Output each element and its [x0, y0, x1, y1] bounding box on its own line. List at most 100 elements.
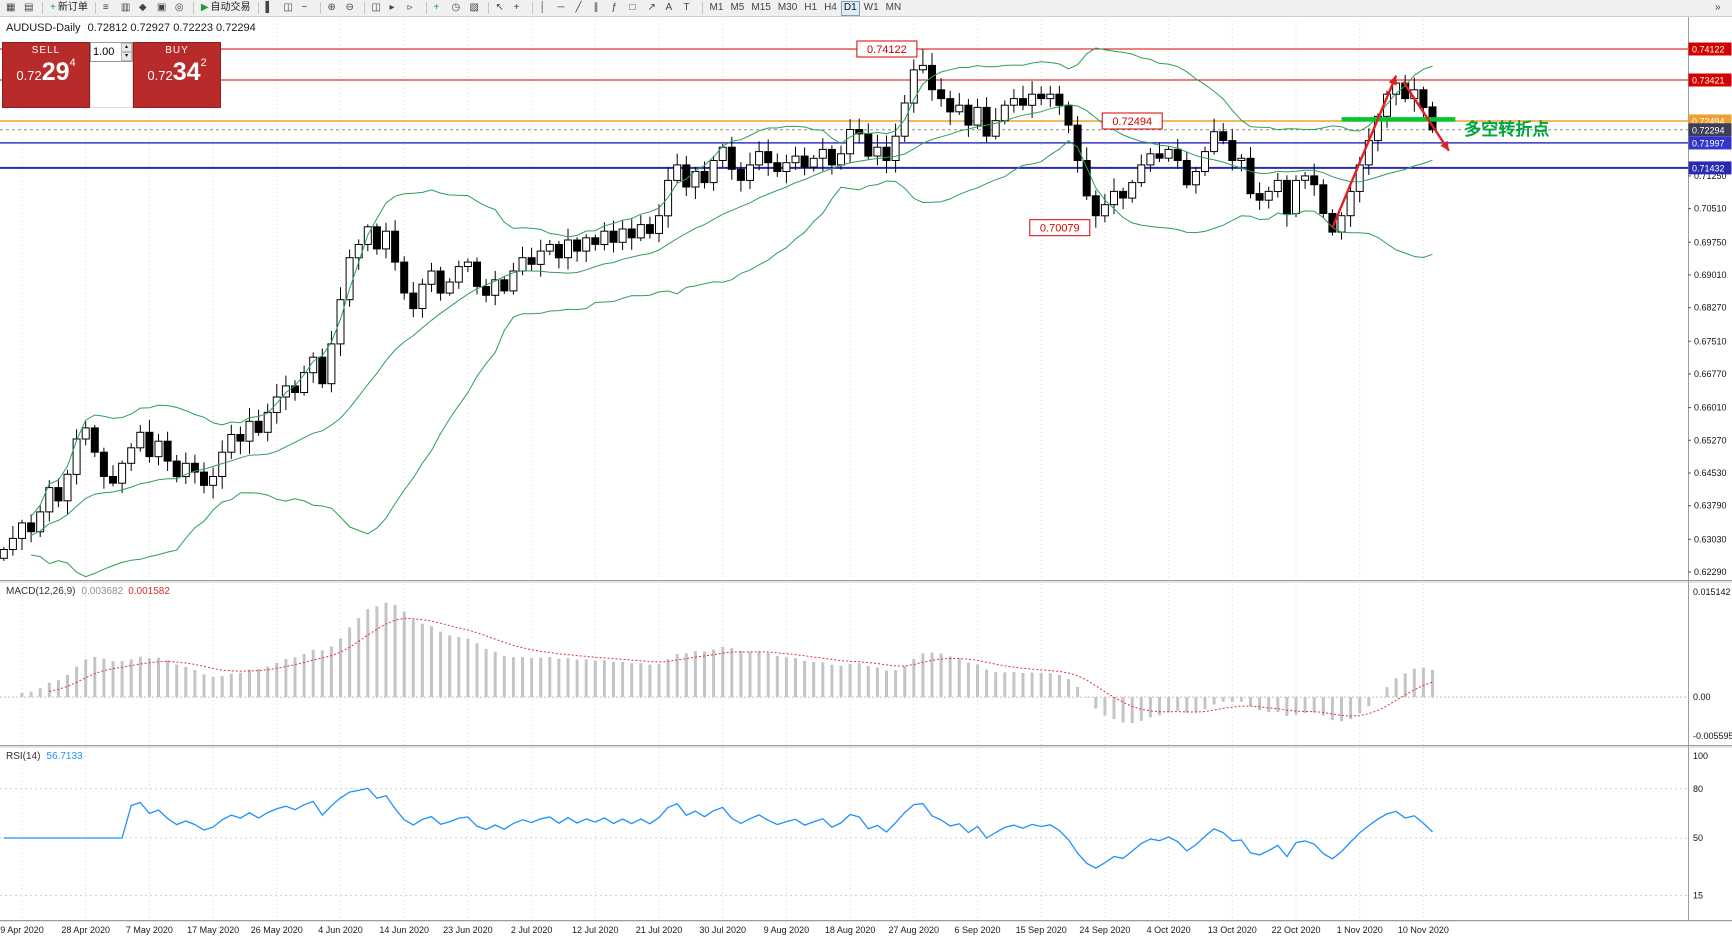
buy-button[interactable]: BUY 0.72342	[133, 42, 221, 108]
timeframe-h4-button[interactable]: H4	[821, 1, 840, 16]
sell-price: 0.72294	[16, 57, 76, 86]
macd-scale-label: 0.015142	[1693, 587, 1731, 597]
toolbar-zoom-in-button[interactable]: ⊕	[325, 1, 342, 16]
toolbar-tile-windows-button[interactable]: ◫	[369, 1, 386, 16]
toolbar-period-selector-button[interactable]: ◷	[449, 1, 466, 16]
auto-scroll-icon: ▸	[389, 2, 395, 13]
toolbar-vertical-line-button[interactable]: │	[537, 1, 554, 16]
chart-title: AUDUSD-Daily 0.72812 0.72927 0.72223 0.72…	[6, 22, 256, 34]
price-label[interactable]: 0.70079	[1029, 219, 1091, 237]
macd-scale-label: 0.00	[1693, 692, 1711, 702]
price-label[interactable]: 0.74122	[856, 40, 918, 58]
price-label[interactable]: 0.72494	[1101, 112, 1163, 130]
toolbar-fibonacci-button[interactable]: ƒ	[609, 1, 626, 16]
toolbar-navigator-button[interactable]: ◆	[136, 1, 153, 16]
price-tick-label: 0.63030	[1694, 534, 1727, 544]
toolbar-cursor-button[interactable]: ↖	[493, 1, 510, 16]
toolbar-candlestick-mode-button[interactable]: ◫	[281, 1, 298, 16]
toolbar-auto-scroll-button[interactable]: ▸	[387, 1, 404, 16]
timeframe-w1-button[interactable]: W1	[861, 1, 882, 16]
toolbar-terminal-button[interactable]: ▣	[154, 1, 171, 16]
toolbar-chart-shift-button[interactable]: ▹	[405, 1, 422, 16]
toolbar-new-chart-button[interactable]: ▦	[3, 1, 20, 16]
toolbar-separator	[257, 2, 259, 14]
timeframe-mn-button[interactable]: MN	[883, 1, 905, 16]
macd-panel	[0, 602, 1688, 723]
cursor-icon: ↖	[495, 2, 504, 13]
date-label: 9 Aug 2020	[764, 925, 810, 935]
zoom-out-icon: ⊖	[345, 2, 354, 13]
toolbar-separator	[319, 2, 321, 14]
zoom-in-icon: ⊕	[327, 2, 336, 13]
timeframe-m30-button[interactable]: M30	[775, 1, 800, 16]
horizontal-level-lines[interactable]	[0, 48, 1688, 169]
timeframe-d1-button[interactable]: D1	[840, 0, 860, 16]
toolbar-templates-button[interactable]: ▧	[467, 1, 484, 16]
toolbar-crosshair-button[interactable]: +	[511, 1, 528, 16]
toolbar-equidistant-channel-button[interactable]: ∥	[591, 1, 608, 16]
toolbar-line-chart-mode-button[interactable]: ~	[299, 1, 316, 16]
chart-annotations[interactable]: 多空转折点 0.74122 0.72494 0.70079	[856, 40, 1549, 237]
candlestick-mode-icon: ◫	[283, 2, 293, 13]
data-window-icon: ▥	[120, 2, 131, 13]
shapes-icon: □	[629, 2, 636, 13]
price-scale[interactable]: 0.71250 0.70510 0.69750 0.69010 0.68270 0.675…	[1688, 42, 1732, 901]
toolbar-text-button[interactable]: A	[663, 1, 680, 16]
volume-increase-button[interactable]: ▴	[121, 43, 132, 52]
volume-input[interactable]	[91, 43, 121, 61]
toolbar-trendline-button[interactable]: ╱	[573, 1, 590, 16]
date-label: 7 May 2020	[126, 925, 173, 935]
bar-chart-mode-icon: ▌	[265, 2, 273, 13]
chart-ohlc-values: 0.72812 0.72927 0.72223 0.72294	[87, 22, 256, 34]
toolbar-autotrading-button[interactable]: ▶ 自动交易	[198, 1, 254, 16]
date-label: 28 Apr 2020	[61, 925, 110, 935]
timeframe-m1-button[interactable]: M1	[707, 1, 727, 16]
toolbar-text-label-button[interactable]: T	[681, 1, 698, 16]
toolbar-separator	[94, 2, 96, 14]
up-trend-arrow[interactable]	[1331, 75, 1398, 229]
date-label: 6 Sep 2020	[954, 925, 1000, 935]
date-label: 12 Jul 2020	[572, 925, 619, 935]
date-label: 14 Jun 2020	[379, 925, 429, 935]
toolbar-bar-chart-mode-button[interactable]: ▌	[263, 1, 280, 16]
vertical-line-icon: │	[539, 2, 546, 13]
toolbar-arrows-button[interactable]: ↗	[645, 1, 662, 16]
timeframe-h1-button[interactable]: H1	[801, 1, 820, 16]
toolbar-separator	[701, 2, 703, 14]
timeframe-m15-button[interactable]: M15	[748, 1, 773, 16]
toolbar-indicators-button[interactable]: +	[431, 1, 448, 16]
trendline-icon: ╱	[575, 2, 582, 13]
toolbar-overflow-button[interactable]: »	[1712, 1, 1729, 16]
toolbar-strategy-tester-button[interactable]: ◎	[172, 1, 189, 16]
rsi-value: 56.7133	[46, 751, 83, 762]
timeframe-m5-button[interactable]: M5	[727, 1, 747, 16]
date-label: 13 Oct 2020	[1208, 925, 1257, 935]
turning-point-text[interactable]: 多空转折点	[1464, 119, 1549, 139]
price-tick-label: 0.67510	[1694, 336, 1727, 346]
toolbar-horizontal-line-button[interactable]: ─	[555, 1, 572, 16]
down-trend-arrow[interactable]	[1402, 81, 1450, 152]
toolbar-market-watch-button[interactable]: ≡	[100, 1, 117, 16]
date-label: 2 Jul 2020	[511, 925, 553, 935]
price-badge-text: 0.72494	[1692, 116, 1725, 126]
toolbar-chart-profiles-button[interactable]: ▤	[21, 1, 38, 16]
toolbar-data-window-button[interactable]: ▥	[118, 1, 135, 16]
volume-spinner: ▴ ▾	[121, 43, 132, 61]
one-click-trading-panel: SELL 0.72294 ▴ ▾ BUY 0.72342	[2, 42, 221, 108]
toolbar-shapes-button[interactable]: □	[627, 1, 644, 16]
macd-main-value: 0.003682	[81, 586, 124, 597]
toolbar-zoom-out-button[interactable]: ⊖	[343, 1, 360, 16]
toolbar-new-order-button[interactable]: + 新订单	[47, 1, 91, 16]
period-selector-icon: ◷	[451, 2, 461, 13]
date-label: 18 Aug 2020	[825, 925, 876, 935]
price-tick-label: 0.69010	[1694, 270, 1727, 280]
sell-button[interactable]: SELL 0.72294	[2, 42, 90, 108]
templates-icon: ▧	[469, 2, 479, 13]
time-scale[interactable]: 9 Apr 2020 28 Apr 2020 7 May 2020 17 May 20…	[0, 925, 1449, 935]
rsi-panel	[0, 787, 1688, 896]
buy-price: 0.72342	[147, 57, 207, 86]
volume-decrease-button[interactable]: ▾	[121, 52, 132, 61]
new-order-icon: +	[50, 2, 56, 13]
macd-scale-label: -0.005595	[1693, 731, 1732, 741]
